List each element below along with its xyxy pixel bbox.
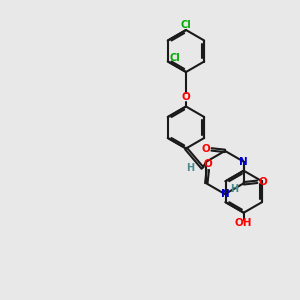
Text: Cl: Cl xyxy=(181,20,191,31)
Text: H: H xyxy=(186,163,194,173)
Text: O: O xyxy=(182,92,190,103)
Text: O: O xyxy=(202,144,211,154)
Text: N: N xyxy=(220,189,230,199)
Text: H: H xyxy=(230,184,239,194)
Text: OH: OH xyxy=(235,218,253,228)
Text: O: O xyxy=(258,177,267,187)
Text: O: O xyxy=(203,159,212,170)
Text: Cl: Cl xyxy=(170,53,181,64)
Text: N: N xyxy=(239,157,248,167)
